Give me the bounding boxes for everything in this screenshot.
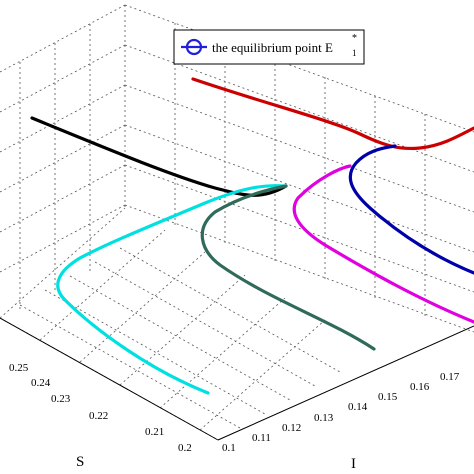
grid-floor	[0, 207, 341, 441]
legend: the equilibrium point E 1 *	[173, 29, 365, 65]
cyan-trajectory	[56, 184, 288, 395]
legend-label: the equilibrium point E	[212, 40, 333, 55]
legend-circle-marker	[185, 38, 203, 56]
i-tick-label: 0.12	[282, 422, 301, 434]
s-tick-label: 0.21	[145, 426, 164, 438]
i-tick-label: 0.13	[314, 412, 334, 424]
magenta-trajectory	[292, 164, 474, 324]
s-tick-label: 0.22	[89, 410, 108, 422]
axis-frame	[0, 317, 474, 441]
i-tick-label: 0.16	[410, 381, 430, 393]
red-trajectory	[191, 77, 474, 151]
s-axis-ticks: 0.2 0.21 0.22 0.230.240.25	[9, 362, 192, 454]
s-tick-label: 0.23	[51, 393, 71, 405]
i-axis-label: I	[351, 456, 356, 472]
i-tick-label: 0.14	[348, 401, 368, 413]
i-tick-label: 0.17	[440, 371, 460, 383]
black-trajectory	[30, 116, 288, 197]
i-tick-label: 0.11	[252, 432, 271, 444]
i-tick-label: 0.1	[222, 442, 236, 454]
s-axis-label: S	[76, 454, 84, 470]
legend-label-subscript: 1	[352, 48, 357, 58]
s-tick-label: 0.2	[178, 442, 192, 454]
s-tick-label: 0.24	[31, 377, 51, 389]
i-axis-ticks: 0.1 0.11 0.12 0.13 0.14 0.15 0.16 0.17	[222, 371, 460, 454]
i-tick-label: 0.15	[378, 391, 398, 403]
grid-back-left	[0, 4, 126, 310]
trajectory-curves	[30, 77, 474, 395]
s-tick-label: 0.25	[9, 362, 29, 374]
grid-back-right	[124, 4, 474, 333]
legend-label-superscript: *	[352, 33, 357, 44]
darkgreen-trajectory	[200, 184, 376, 351]
blue-trajectory	[348, 144, 474, 275]
